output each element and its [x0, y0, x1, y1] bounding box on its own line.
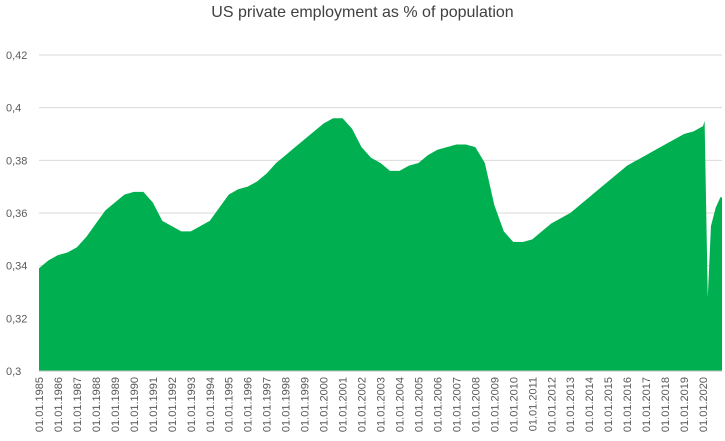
x-tick-label: 01.01.1995	[224, 377, 236, 432]
x-tick-label: 01.01.1988	[91, 377, 103, 432]
x-tick-label: 01.01.2004	[394, 377, 406, 432]
x-tick-label: 01.01.2002	[357, 377, 369, 432]
x-tick-label: 01.01.2006	[432, 377, 444, 432]
series-area	[39, 118, 722, 371]
x-tick-label: 01.01.2008	[470, 377, 482, 432]
x-tick-label: 01.01.1996	[243, 377, 255, 432]
x-tick-label: 01.01.2001	[338, 377, 350, 432]
x-tick-label: 01.01.2012	[546, 377, 558, 432]
x-tick-label: 01.01.1989	[110, 377, 122, 432]
x-tick-label: 01.01.1993	[186, 377, 198, 432]
y-tick-label: 0,4	[6, 103, 21, 115]
x-tick-label: 01.01.1987	[72, 377, 84, 432]
x-tick-label: 01.01.1994	[205, 377, 217, 432]
x-tick-label: 01.01.1999	[300, 377, 312, 432]
x-tick-label: 01.01.2013	[565, 377, 577, 432]
chart-title: US private employment as % of population	[211, 4, 514, 21]
y-tick-label: 0,38	[6, 155, 27, 167]
y-tick-label: 0,42	[6, 50, 27, 62]
x-tick-label: 01.01.1998	[281, 377, 293, 432]
x-tick-label: 01.01.2018	[660, 377, 672, 432]
x-tick-label: 01.01.2015	[603, 377, 615, 432]
x-tick-label: 01.01.1991	[148, 377, 160, 432]
series-area-group	[39, 118, 722, 371]
x-tick-label: 01.01.2014	[584, 377, 596, 432]
x-axis: 01.01.1985 01.01.1986 01.01.1987 01.01.1988…	[34, 370, 722, 432]
x-tick-label: 01.01.2020	[698, 377, 710, 432]
y-axis: 0,3 0,32 0,34 0,36 0,38 0,4 0,42	[6, 50, 27, 378]
x-tick-label: 01.01.2017	[641, 377, 653, 432]
x-tick-label: 01.01.2005	[413, 377, 425, 432]
x-tick-label: 01.01.2010	[508, 377, 520, 432]
x-tick-label: 01.01.1985	[34, 377, 46, 432]
x-tick-label: 01.01.2016	[622, 377, 634, 432]
y-tick-label: 0,32	[6, 313, 27, 325]
x-tick-label: 01.01.2019	[679, 377, 691, 432]
y-tick-label: 0,34	[6, 261, 27, 273]
x-tick-label: 01.01.2000	[319, 377, 331, 432]
y-tick-label: 0,3	[6, 366, 21, 378]
x-tick-label: 01.01.2009	[489, 377, 501, 432]
x-tick-label: 01.01.1992	[167, 377, 179, 432]
x-tick-label: 01.01.2003	[376, 377, 388, 432]
x-tick-label: 01.01.2011	[527, 377, 539, 431]
x-tick-label: 01.01.2007	[451, 377, 463, 432]
y-tick-label: 0,36	[6, 208, 27, 220]
x-tick-label: 01.01.1990	[129, 377, 141, 432]
x-tick-label: 01.01.1997	[262, 377, 274, 432]
x-tick-label: 01.01.1986	[53, 377, 65, 432]
